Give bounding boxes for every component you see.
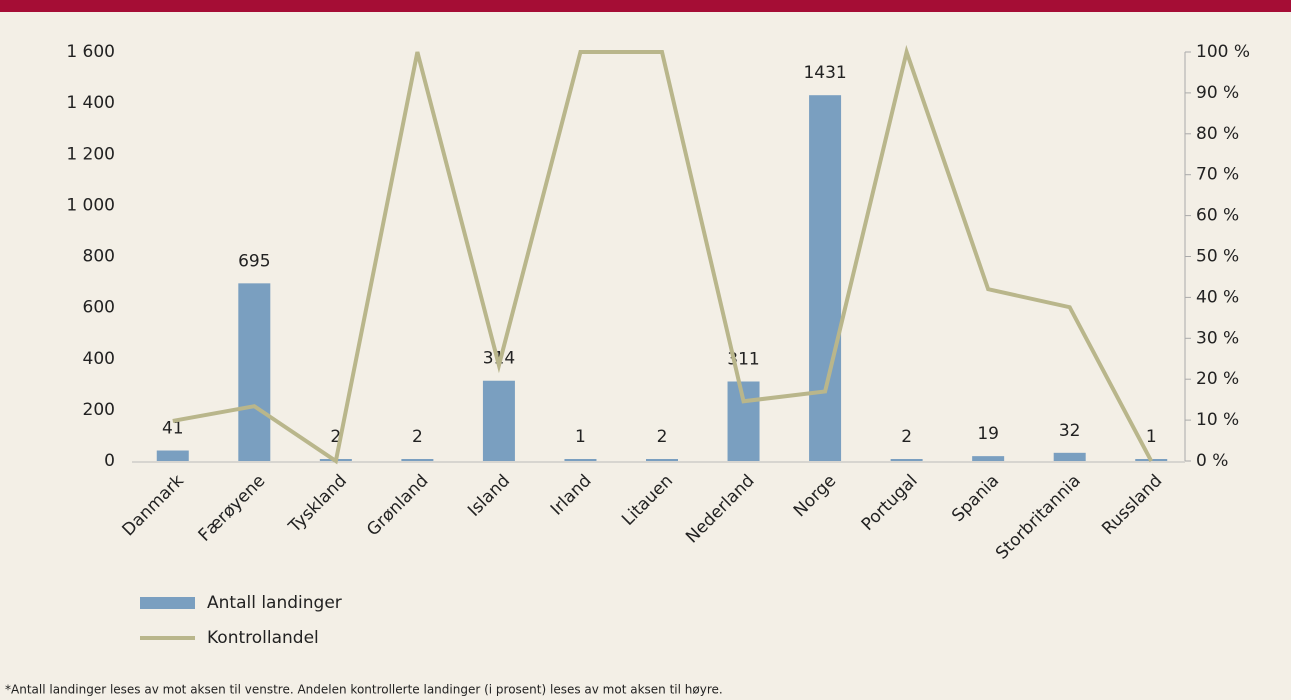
value-label: 1431 — [803, 63, 846, 83]
y-tick-label: 1 000 — [66, 195, 115, 215]
x-tick-label: Spania — [948, 471, 1003, 526]
x-tick-label: Grønland — [363, 471, 432, 540]
y2-tick-label: 10 % — [1196, 410, 1239, 430]
y-tick-label: 0 — [104, 451, 115, 471]
value-label: 695 — [238, 251, 270, 271]
y2-tick-label: 100 % — [1196, 42, 1250, 62]
legend-label: Antall landinger — [207, 593, 342, 613]
x-tick-label: Portugal — [858, 471, 922, 535]
legend-swatch — [140, 597, 195, 609]
x-tick-label: Litauen — [618, 471, 677, 530]
top-band — [0, 0, 1291, 12]
bar — [238, 283, 271, 461]
y2-tick-label: 90 % — [1196, 83, 1239, 103]
value-label: 1 — [1146, 427, 1157, 447]
value-label: 19 — [977, 424, 999, 444]
x-tick-label: Storbritannia — [992, 471, 1085, 564]
value-label: 2 — [330, 427, 341, 447]
value-label: 2 — [412, 427, 423, 447]
value-label: 2 — [657, 427, 668, 447]
y2-tick-label: 60 % — [1196, 206, 1239, 226]
y2-tick-label: 70 % — [1196, 165, 1239, 185]
value-label: 32 — [1059, 421, 1081, 441]
y2-tick-label: 0 % — [1196, 451, 1228, 471]
bar — [401, 459, 434, 461]
x-tick-label: Island — [464, 471, 514, 521]
y-tick-label: 1 200 — [66, 144, 115, 164]
y-tick-label: 200 — [83, 400, 115, 420]
bar — [646, 459, 678, 461]
bar — [1053, 452, 1086, 461]
y-tick-label: 800 — [83, 247, 115, 267]
y2-tick-label: 50 % — [1196, 247, 1239, 267]
x-tick-label: Danmark — [118, 471, 187, 540]
x-tick-label: Færøyene — [195, 471, 270, 546]
y-tick-label: 400 — [83, 349, 115, 369]
x-tick-label: Nederland — [682, 471, 758, 547]
bar — [482, 380, 515, 461]
value-label: 1 — [575, 427, 586, 447]
y2-tick-label: 80 % — [1196, 124, 1239, 144]
x-tick-label: Irland — [547, 471, 596, 520]
bar — [890, 459, 923, 461]
bar — [972, 456, 1005, 461]
x-tick-label: Tyskland — [284, 471, 351, 538]
x-tick-label: Norge — [790, 471, 840, 521]
bar — [809, 95, 842, 461]
footnote: *Antall landinger leses av mot aksen til… — [5, 683, 723, 697]
y2-tick-label: 30 % — [1196, 328, 1239, 348]
bar — [156, 450, 189, 461]
value-label: 2 — [901, 427, 912, 447]
x-tick-label: Russland — [1098, 471, 1166, 539]
y2-tick-label: 20 % — [1196, 369, 1239, 389]
y-tick-label: 600 — [83, 298, 115, 318]
y2-tick-label: 40 % — [1196, 287, 1239, 307]
y-tick-label: 1 400 — [66, 93, 115, 113]
bar — [564, 459, 597, 461]
y-tick-label: 1 600 — [66, 42, 115, 62]
legend-label: Kontrollandel — [207, 628, 319, 648]
line — [172, 44, 1153, 465]
value-label: 41 — [162, 419, 184, 439]
